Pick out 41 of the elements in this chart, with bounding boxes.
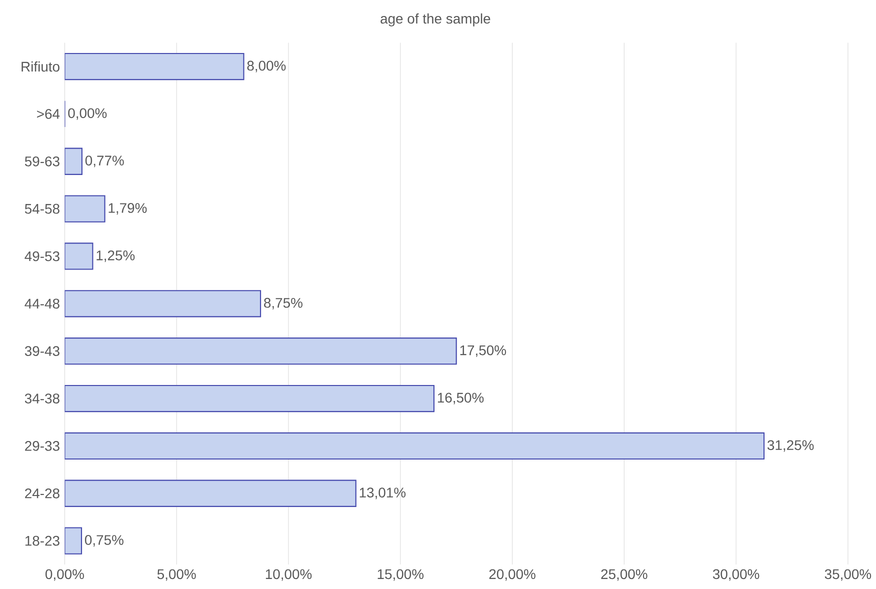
x-tick-label: 15,00% <box>378 569 424 581</box>
data-label: 13,01% <box>360 487 406 499</box>
y-tick-label: 24-28 <box>25 488 60 498</box>
x-tick-label: 0,00% <box>46 569 84 581</box>
bar <box>64 290 262 318</box>
x-tick-label: 10,00% <box>266 569 312 581</box>
data-label: 0,00% <box>68 108 107 120</box>
bar <box>64 480 356 507</box>
bar <box>64 384 434 412</box>
bar <box>64 195 106 222</box>
y-tick-label: Rifiuto <box>22 61 60 72</box>
data-label: 31,25% <box>767 440 814 452</box>
x-tick-label: 35,00% <box>824 569 872 581</box>
y-tick-label: 49-53 <box>24 251 60 261</box>
data-label: 1,25% <box>96 250 135 262</box>
y-tick-label: 59-63 <box>24 156 60 166</box>
chart-title: age of the sample <box>380 13 490 26</box>
y-tick-label: 39-43 <box>24 346 60 356</box>
bar <box>64 432 765 460</box>
y-tick-label: 54-58 <box>24 204 60 214</box>
data-label: 17,50% <box>460 345 506 357</box>
y-tick-label: 29-33 <box>25 440 60 451</box>
data-label: 0,75% <box>84 534 124 546</box>
bar <box>64 242 94 270</box>
y-tick-label: 34-38 <box>24 393 60 404</box>
data-label: 0,77% <box>85 155 124 167</box>
data-label: 8,00% <box>247 60 286 72</box>
y-tick-label: 44-48 <box>24 298 60 308</box>
bar <box>64 337 457 364</box>
x-tick-label: 20,00% <box>489 569 536 581</box>
bar <box>64 527 82 554</box>
data-label: 1,79% <box>108 202 147 214</box>
x-tick-label: 5,00% <box>157 569 196 581</box>
y-tick-label: >64 <box>37 108 60 119</box>
data-label: 16,50% <box>438 392 484 404</box>
x-tick-label: 25,00% <box>601 569 648 581</box>
y-tick-label: 18-23 <box>25 536 60 546</box>
x-tick-label: 30,00% <box>712 569 760 581</box>
bar <box>64 148 82 175</box>
data-label: 8,75% <box>264 298 302 310</box>
bar <box>64 52 244 80</box>
